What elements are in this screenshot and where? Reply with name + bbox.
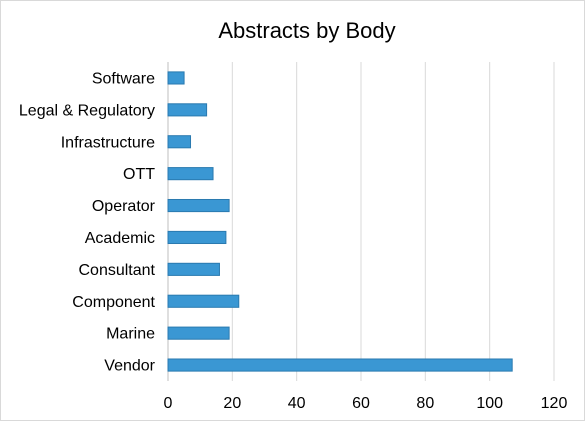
- category-label: Legal & Regulatory: [19, 102, 155, 119]
- category-label: Software: [92, 70, 155, 87]
- bars: [167, 71, 513, 372]
- category-label: OTT: [123, 166, 155, 183]
- category-label: Marine: [106, 326, 155, 343]
- category-label: Academic: [85, 230, 155, 247]
- bar-ott: [167, 167, 214, 181]
- bar-infrastructure: [167, 135, 192, 149]
- bar-software: [167, 71, 185, 85]
- bar-operator: [167, 198, 230, 213]
- bar-vendor: [167, 358, 513, 372]
- category-label: Vendor: [104, 358, 155, 375]
- bar-marine: [167, 326, 230, 340]
- x-tick-label: 100: [476, 395, 503, 412]
- category-labels: Software Legal & Regulatory Infrastructure…: [19, 70, 156, 374]
- x-tick-labels: 0 20 40 60 80 100 120: [164, 395, 568, 412]
- x-tick-label: 120: [541, 395, 568, 412]
- category-label: Consultant: [79, 262, 156, 279]
- category-label: Operator: [92, 198, 156, 215]
- bar-academic: [167, 230, 227, 245]
- category-label: Component: [72, 294, 155, 311]
- chart-title: Abstracts by Body: [218, 18, 395, 43]
- grid-lines: [167, 62, 555, 381]
- category-label: Infrastructure: [61, 134, 155, 151]
- bar-legal-regulatory: [167, 103, 208, 117]
- x-tick-label: 80: [416, 395, 434, 412]
- x-tick-label: 0: [164, 395, 173, 412]
- bar-consultant: [167, 262, 220, 276]
- x-tick-label: 40: [288, 395, 306, 412]
- bar-component: [167, 294, 240, 308]
- x-tick-label: 20: [223, 395, 241, 412]
- x-tick-label: 60: [352, 395, 370, 412]
